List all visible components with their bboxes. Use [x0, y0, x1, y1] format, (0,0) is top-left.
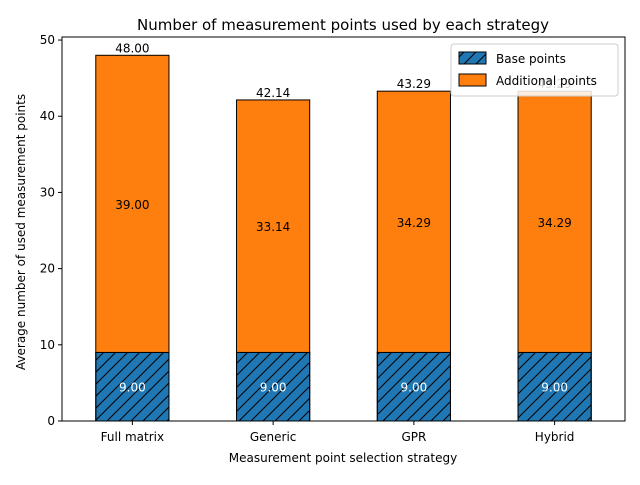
y-tick-label: 30 — [40, 185, 55, 199]
x-tick-label: GPR — [401, 430, 426, 444]
legend-label-0: Base points — [496, 52, 566, 66]
x-axis-label: Measurement point selection strategy — [229, 451, 457, 465]
x-tick-label: Generic — [250, 430, 297, 444]
bar-value-label-additional: 34.29 — [397, 216, 431, 230]
legend-label-1: Additional points — [496, 74, 597, 88]
legend-swatch-1 — [458, 73, 487, 87]
bar-total-label: 42.14 — [256, 86, 290, 100]
chart-title: Number of measurement points used by eac… — [137, 16, 549, 34]
x-tick-label: Full matrix — [101, 430, 164, 444]
bar-additional-3 — [517, 90, 592, 353]
plot-frame — [61, 36, 626, 422]
y-tick-label: 20 — [40, 262, 55, 276]
bar-value-label-base: 9.00 — [260, 381, 287, 395]
y-tick-label: 40 — [40, 109, 55, 123]
bar-value-label-base: 9.00 — [541, 381, 568, 395]
legend-box — [450, 43, 619, 97]
bar-total-label: 43.29 — [397, 77, 431, 91]
legend-swatch-hatch — [458, 51, 487, 65]
bar-value-label-base: 9.00 — [401, 381, 428, 395]
bar-value-label-additional: 39.00 — [115, 198, 149, 212]
y-axis-label: Average number of used measurement point… — [14, 94, 28, 370]
bar-total-label: 48.00 — [115, 41, 149, 55]
y-tick-label: 10 — [40, 338, 55, 352]
bar-value-label-additional: 33.14 — [256, 220, 290, 234]
bar-hatch-0 — [95, 351, 170, 422]
y-tick-label: 0 — [47, 414, 55, 428]
bar-value-label-base: 9.00 — [119, 381, 146, 395]
y-tick-label: 50 — [40, 33, 55, 47]
bar-additional-2 — [376, 90, 451, 353]
bar-additional-1 — [236, 99, 311, 353]
x-tick-label: Hybrid — [535, 430, 575, 444]
bar-additional-0 — [95, 54, 170, 353]
bar-hatch-1 — [236, 351, 311, 422]
bar-value-label-additional: 34.29 — [537, 216, 571, 230]
